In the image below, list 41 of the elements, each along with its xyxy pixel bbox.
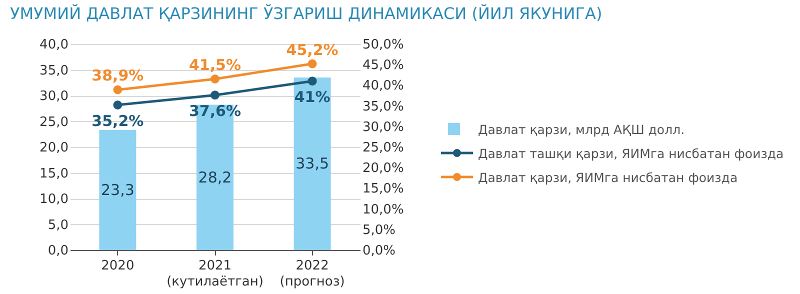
data-label: 33,5 (296, 154, 330, 173)
y-tick-label: 15,0 (40, 166, 68, 182)
y2-tick-label: 10,0% (362, 202, 404, 218)
point (113, 85, 122, 94)
x-tick-label: 2021 (кутилаётган) (166, 258, 264, 290)
y2-tick-label: 15,0% (362, 182, 404, 197)
y-tick-label: 0,0 (48, 244, 68, 258)
y2-tick-label: 30,0% (362, 120, 404, 135)
y2-tick-label: 40,0% (362, 78, 404, 94)
y2-tick-label: 0,0% (362, 244, 396, 258)
y-tick-label: 30,0 (40, 89, 68, 104)
y2-tick-label: 35,0% (362, 99, 404, 114)
data-label: 41% (294, 88, 330, 106)
chart-title: УМУМИЙ ДАВЛАТ ҚАРЗИНИНГ ЎЗГАРИШ ДИНАМИКАСИ (ЙИЛ ЯКУНИГА) (10, 4, 602, 23)
y-tick-label: 5,0 (48, 218, 68, 233)
y2-tick-label: 50,0% (362, 38, 404, 52)
point (308, 59, 317, 68)
data-label: 41,5% (188, 56, 242, 74)
legend-label: Давлат ташқи қарзи, ЯИМга нисбатан фоизда (478, 146, 784, 160)
point (210, 74, 220, 84)
y2-tick-label: 20,0% (362, 161, 404, 176)
y-tick-label: 40,0 (40, 38, 68, 52)
y2-tick-label: 25,0% (362, 140, 404, 156)
y-tick-label: 35,0 (40, 63, 68, 78)
legend-label: Давлат қарзи, млрд АҚШ долл. (478, 122, 685, 136)
point (210, 90, 220, 100)
x-tick-label: 2020 (101, 258, 134, 274)
y-tick-label: 10,0 (40, 192, 68, 207)
point (308, 76, 317, 86)
data-label: 28,2 (198, 168, 232, 186)
data-label: 35,2% (92, 112, 144, 130)
y2-tick-label: 5,0% (362, 222, 396, 238)
data-label: 23,3 (100, 181, 134, 200)
data-label: 38,9% (92, 66, 144, 85)
legend-label: Давлат қарзи, ЯИМга нисбатан фоизда (478, 170, 738, 184)
y2-tick-label: 45,0% (362, 58, 404, 74)
point (113, 100, 122, 110)
y-tick-label: 25,0 (40, 114, 68, 130)
x-tick-label: 2022 (прогноз) (280, 258, 345, 290)
data-label: 45,2% (286, 40, 338, 59)
y-tick-label: 20,0 (40, 140, 68, 156)
